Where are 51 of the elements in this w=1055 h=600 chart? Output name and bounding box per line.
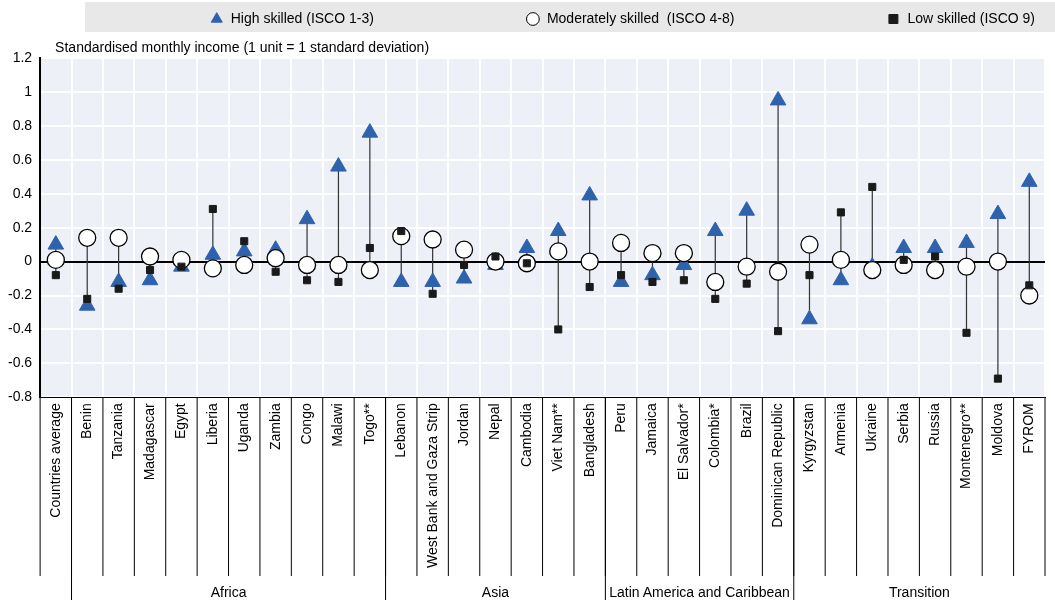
x-tick-label: Kyrgyzstan [800,403,817,473]
y-tick-label: 0.2 [12,218,33,235]
x-tick-label: FYROM [1020,403,1037,454]
text: Transition [888,583,950,600]
y-tick-label: -0.2 [8,286,33,303]
x-tick-label: Armenia [831,403,848,456]
x-tick-label: Ukraine [863,403,880,452]
x-tick-label: Jamaica [643,403,660,456]
x-tick-label: Nepal [486,403,503,440]
text: Latin America and Caribbean [609,583,790,600]
legend-label: High skilled (ISCO 1-3) [230,9,514,26]
x-tick-label: Countries average [46,403,63,518]
x-tick-label: El Salvador* [674,402,691,481]
x-tick-label: Benin [78,403,95,440]
y-tick-label: -0.8 [8,388,33,405]
x-tick-label: Zambia [266,403,283,450]
y-tick-label: -0.4 [8,320,33,337]
x-tick-label: Madagascar [140,402,157,481]
x-tick-label: Peru [611,403,628,433]
x-tick-label: Jordan [454,403,471,447]
x-tick-label: Colombia* [706,402,723,468]
x-tick-label: Dominican Republic [768,403,785,528]
x-tick-label: Viet Nam** [549,402,566,472]
x-tick-label: Brazil [737,403,754,439]
x-tick-label: Malawi [329,403,346,447]
x-tick-label: Uganda [235,403,252,453]
y-tick-label: 0.6 [12,150,33,167]
x-tick-label: Cambodia [517,403,534,468]
y-tick-label: 1.2 [12,48,33,65]
x-tick-label: West Bank and Gaza Strip [423,403,440,569]
x-tick-label: Montenegro** [957,402,974,489]
x-tick-label: Liberia [203,403,220,446]
x-tick-label: Lebanon [392,403,409,458]
y-tick-label: 0.8 [12,116,33,133]
legend-label: Moderately skilled (ISCO 4-8) [546,9,875,26]
legend-label: Low skilled (ISCO 9) [907,9,1035,26]
y-tick-label: 0 [24,252,33,269]
text: Africa [210,583,247,600]
x-tick-label: Bangladesh [580,403,597,478]
x-tick-label: Togo** [360,402,377,445]
x-tick-label: Egypt [172,403,189,440]
x-tick-label: Russia [925,403,942,447]
x-tick-label: Serbia [894,403,911,444]
y-tick-label: -0.6 [8,354,33,371]
x-tick-label: Moldova [988,403,1005,457]
y-tick-label: 1 [24,82,33,99]
y-tick-label: 0.4 [12,184,33,201]
x-tick-label: Congo [297,403,314,445]
x-tick-label: Tanzania [109,403,126,460]
text: Asia [481,583,510,600]
y-axis-title: Standardised monthly income (1 unit = 1 standard deviation) [55,38,430,55]
